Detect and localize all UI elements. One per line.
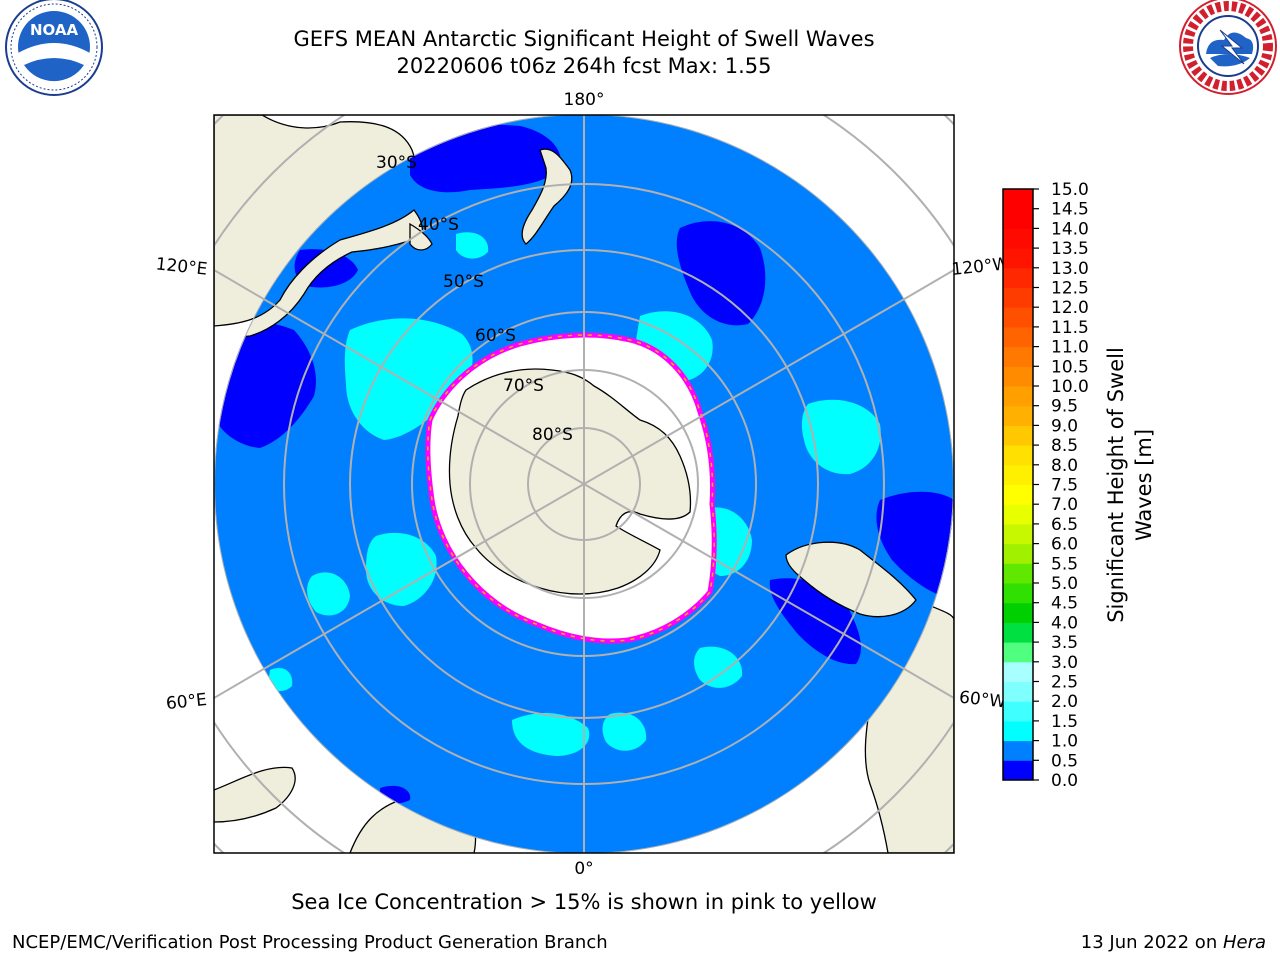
- colorbar-cell: [1003, 346, 1033, 367]
- colorbar-cell: [1003, 504, 1033, 525]
- colorbar-tick-label: 3.5: [1051, 633, 1078, 653]
- colorbar-cell: [1003, 740, 1033, 761]
- graticule: [214, 115, 954, 853]
- colorbar-cell: [1003, 484, 1033, 505]
- colorbar-title-line1: Significant Height of Swell: [1104, 347, 1128, 623]
- colorbar-tick-label: 11.0: [1051, 338, 1089, 358]
- lon-label-60w: 60°W: [958, 688, 1007, 713]
- colorbar-cell: [1003, 248, 1033, 269]
- colorbar-tick-label: 8.5: [1051, 436, 1078, 456]
- ocean-disk: [214, 115, 954, 853]
- colorbar-tick-label: 2.0: [1051, 692, 1078, 712]
- colorbar-cell: [1003, 661, 1033, 682]
- lat-label-80s: 80°S: [532, 425, 573, 445]
- colorbar-title-line2: Waves [m]: [1132, 429, 1156, 541]
- lat-label-70s: 70°S: [503, 376, 544, 396]
- sea-ice-edge-inner: [427, 334, 715, 642]
- colorbar-cell: [1003, 760, 1033, 781]
- date-text: 13 Jun 2022 on: [1080, 932, 1223, 953]
- colorbar-cell: [1003, 642, 1033, 663]
- colorbar-cell: [1003, 622, 1033, 643]
- colorbar-tick-label: 8.0: [1051, 456, 1078, 476]
- colorbar-cell: [1003, 464, 1033, 485]
- colorbar-cell: [1003, 681, 1033, 702]
- colorbar-cell: [1003, 602, 1033, 623]
- colorbar-cell: [1003, 386, 1033, 407]
- land-inside-disk: [214, 148, 917, 618]
- colorbar: 0.00.51.01.52.02.53.03.54.04.55.05.56.06…: [1002, 180, 1156, 791]
- map-content: 30°S 40°S 50°S 60°S 70°S 80°S: [214, 115, 954, 853]
- colorbar-cell: [1003, 405, 1033, 426]
- colorbar-tick-label: 4.0: [1051, 613, 1078, 633]
- colorbar-tick-label: 14.5: [1051, 200, 1089, 220]
- colorbar-tick-label: 9.5: [1051, 397, 1078, 417]
- colorbar-tick-label: 10.0: [1051, 377, 1089, 397]
- lon-label-120e: 120°E: [155, 254, 209, 279]
- colorbar-tick-label: 7.0: [1051, 495, 1078, 515]
- colorbar-tick-label: 6.5: [1051, 515, 1078, 535]
- lat-label-30s: 30°S: [376, 153, 417, 173]
- colorbar-tick-label: 15.0: [1051, 180, 1089, 200]
- colorbar-tick-label: 1.0: [1051, 732, 1078, 752]
- chart-subtitle: 20220606 t06z 264h fcst Max: 1.55: [396, 54, 772, 78]
- date-machine: Hera: [1222, 932, 1266, 953]
- colorbar-tick-label: 0.0: [1051, 771, 1078, 791]
- colorbar-tick-label: 6.0: [1051, 535, 1078, 555]
- colorbar-cell: [1003, 267, 1033, 288]
- lat-label-40s: 40°S: [418, 215, 459, 235]
- colorbar-cell: [1003, 583, 1033, 604]
- colorbar-tick-label: 13.0: [1051, 259, 1089, 279]
- colorbar-tick-label: 14.0: [1051, 219, 1089, 239]
- colorbar-tick-label: 5.5: [1051, 554, 1078, 574]
- colorbar-cell: [1003, 366, 1033, 387]
- colorbar-cell: [1003, 307, 1033, 328]
- colorbar-tick-label: 1.5: [1051, 712, 1078, 732]
- lon-label-0: 0°: [574, 859, 593, 879]
- colorbar-cell: [1003, 425, 1033, 446]
- lat-label-60s: 60°S: [475, 326, 516, 346]
- sea-ice-note: Sea Ice Concentration > 15% is shown in …: [291, 890, 877, 914]
- credit-line: NCEP/EMC/Verification Post Processing Pr…: [12, 932, 608, 953]
- colorbar-cell: [1003, 326, 1033, 348]
- graticule-outer: [214, 115, 954, 853]
- colorbar-tick-label: 9.0: [1051, 416, 1078, 436]
- nws-logo: [1179, 0, 1277, 95]
- colorbar-tick-label: 0.5: [1051, 751, 1078, 771]
- date-line: 13 Jun 2022 on Hera: [1081, 932, 1266, 953]
- colorbar-tick-label: 5.0: [1051, 574, 1078, 594]
- colorbar-cell: [1003, 228, 1033, 249]
- colorbar-cell: [1003, 287, 1033, 308]
- colorbar-tick-label: 12.0: [1051, 298, 1089, 318]
- lon-label-60e: 60°E: [165, 690, 208, 714]
- colorbar-cell: [1003, 701, 1033, 722]
- colorbar-tick-label: 4.5: [1051, 594, 1078, 614]
- noaa-logo: NOAA: [5, 0, 103, 96]
- colorbar-tick-label: 10.5: [1051, 357, 1089, 377]
- colorbar-cell: [1003, 720, 1033, 742]
- colorbar-tick-label: 11.5: [1051, 318, 1089, 338]
- colorbar-tick-label: 3.0: [1051, 653, 1078, 673]
- colorbar-tick-label: 7.5: [1051, 476, 1078, 496]
- colorbar-cell: [1003, 189, 1033, 210]
- noaa-logo-text: NOAA: [30, 21, 79, 39]
- chart-title: GEFS MEAN Antarctic Significant Height o…: [293, 27, 875, 51]
- antarctica: [448, 368, 692, 595]
- map-frame: [213, 114, 955, 854]
- colorbar-tick-label: 13.5: [1051, 239, 1089, 259]
- colorbar-cell: [1003, 208, 1033, 229]
- lat-label-50s: 50°S: [443, 272, 484, 292]
- colorbar-cell: [1003, 445, 1033, 466]
- lon-label-180: 180°: [564, 90, 605, 110]
- colorbar-cell: [1003, 543, 1033, 564]
- colorbar-cell: [1003, 563, 1033, 584]
- colorbar-tick-label: 2.5: [1051, 673, 1078, 693]
- colorbar-tick-label: 12.5: [1051, 279, 1089, 299]
- colorbar-cell: [1003, 523, 1033, 545]
- lon-label-120w: 120°W: [951, 254, 1011, 280]
